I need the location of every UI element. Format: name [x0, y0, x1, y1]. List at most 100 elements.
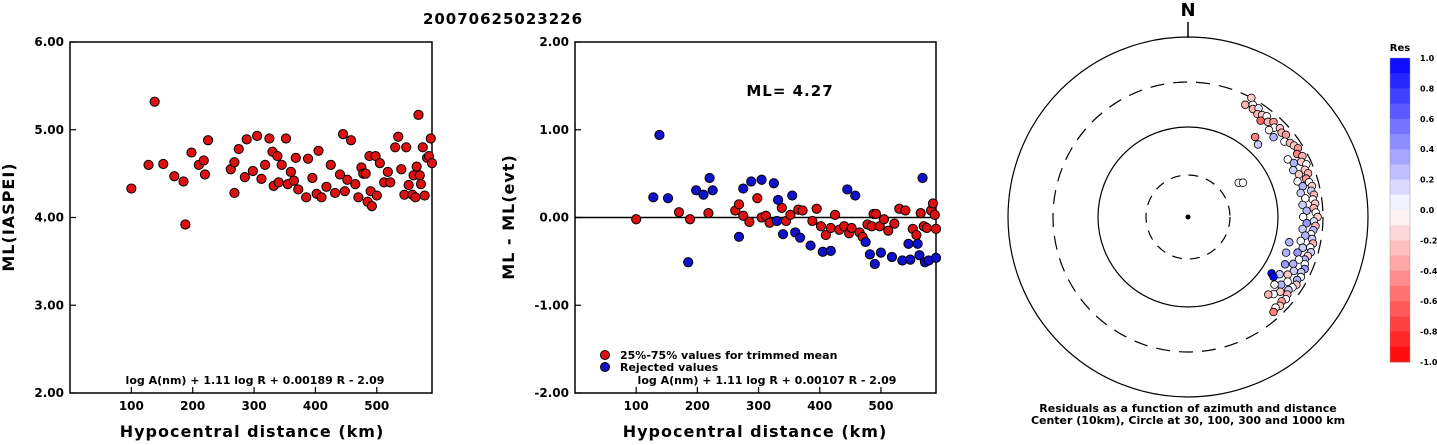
panel1-formula: log A(nm) + 1.11 log R + 0.00189 R - 2.0…	[126, 374, 385, 387]
ring-300km	[1052, 81, 1324, 353]
colorbar-cell	[1390, 88, 1410, 105]
y-tick-label: -2.00	[534, 386, 569, 400]
residual-point	[1293, 248, 1302, 257]
y-tick-label: 0.00	[539, 211, 569, 225]
data-point	[703, 208, 714, 219]
ring-30km	[1145, 174, 1231, 260]
panel2-ml-annotation: ML= 4.27	[746, 82, 833, 100]
residual-point	[1281, 248, 1291, 257]
data-point	[886, 251, 898, 263]
panel2-formula: log A(nm) + 1.11 log R + 0.00107 R - 2.0…	[638, 374, 897, 387]
ring-100km	[1097, 126, 1279, 308]
data-point	[903, 238, 914, 249]
x-tick-label: 100	[119, 399, 144, 413]
data-point	[807, 215, 818, 227]
residual-point	[1269, 307, 1278, 317]
residual-point	[1281, 130, 1291, 140]
data-point	[425, 133, 436, 144]
data-point	[374, 157, 385, 169]
data-point	[342, 174, 353, 185]
data-point	[401, 142, 412, 153]
y-tick-label: -1.00	[534, 298, 569, 312]
data-point	[883, 225, 894, 236]
caption-line1: Residuals as a function of azimuth and d…	[1039, 402, 1336, 415]
panel1-y-axis-label: ML(IASPEI)	[0, 162, 18, 271]
x-tick-label: 300	[746, 399, 771, 413]
colorbar-cell	[1390, 164, 1410, 181]
x-tick-label: 400	[303, 399, 328, 413]
data-point	[252, 130, 263, 141]
data-point	[290, 152, 301, 163]
colorbar-cell	[1390, 301, 1410, 317]
x-tick-label: 500	[868, 399, 893, 413]
data-point	[648, 192, 659, 203]
data-point	[662, 193, 674, 204]
colorbar-cell	[1390, 210, 1410, 226]
data-point	[385, 177, 396, 188]
residual-point	[1241, 100, 1250, 109]
data-point	[149, 96, 160, 107]
colorbar-tick-label: -0.4	[1420, 267, 1437, 276]
data-point	[691, 185, 702, 196]
data-point	[914, 250, 925, 261]
data-point	[875, 247, 887, 258]
data-point	[921, 222, 932, 234]
data-point	[414, 170, 425, 181]
y-tick-label: 1.00	[539, 123, 569, 137]
data-point	[771, 215, 783, 227]
data-point	[288, 175, 300, 186]
colorbar-cell	[1390, 316, 1410, 333]
legend-label-rejected: Rejected values	[620, 361, 719, 374]
data-point	[316, 192, 327, 203]
residual-point	[1285, 238, 1294, 247]
data-point	[870, 208, 882, 220]
data-point	[864, 249, 876, 260]
colorbar-cell	[1390, 73, 1410, 89]
panel2-x-axis-label: Hypocentral distance (km)	[623, 422, 888, 441]
x-tick-label: 500	[364, 399, 389, 413]
colorbar-title: Res	[1390, 43, 1410, 54]
data-point	[930, 252, 942, 263]
data-point	[334, 169, 346, 180]
x-tick-label: 100	[624, 399, 649, 413]
residual-point	[1280, 260, 1290, 269]
y-tick-label: 6.00	[34, 35, 64, 49]
colorbar-tick-label: -0.6	[1420, 297, 1437, 306]
data-point	[199, 169, 211, 180]
data-point	[169, 171, 180, 182]
x-tick-label: 200	[180, 399, 205, 413]
residual-point	[1270, 280, 1279, 289]
panel-ml-vs-distance: 100 200 300 400 500 2.00 3.00 4.00 5.00 6.00 log …	[0, 35, 438, 441]
panel-azimuth-distance: N Residuals as a function of azimuth and…	[1007, 0, 1369, 427]
y-tick-label: 4.00	[34, 211, 64, 225]
ring-1000km	[1007, 36, 1369, 398]
colorbar-tick-label: 0.4	[1420, 145, 1435, 154]
data-point	[912, 238, 923, 249]
residual-point	[1264, 290, 1273, 299]
data-point	[805, 240, 816, 251]
residual-point	[1283, 155, 1292, 164]
data-point	[339, 186, 350, 197]
data-point	[785, 209, 796, 220]
data-point	[256, 173, 267, 184]
data-point	[704, 172, 715, 184]
residual-point	[1302, 206, 1311, 215]
residual-point	[1283, 270, 1292, 279]
data-point	[264, 133, 275, 144]
residual-point	[1294, 255, 1304, 264]
data-point	[313, 145, 324, 156]
caption-line2: Center (10km), Circle at 30, 100, 300 an…	[1031, 414, 1345, 427]
data-point	[158, 158, 169, 170]
residual-point	[1253, 140, 1263, 149]
residual-point	[1269, 272, 1278, 282]
data-point	[744, 216, 755, 227]
y-tick-label: 5.00	[34, 123, 64, 137]
data-point	[233, 143, 244, 155]
residual-point	[1289, 165, 1298, 175]
legend-marker-trimmed	[600, 350, 610, 360]
data-point	[905, 254, 916, 265]
colorbar-tick-label: 0.2	[1420, 176, 1434, 185]
data-point	[860, 236, 871, 248]
colorbar-cell	[1390, 58, 1410, 74]
data-point	[777, 229, 789, 240]
